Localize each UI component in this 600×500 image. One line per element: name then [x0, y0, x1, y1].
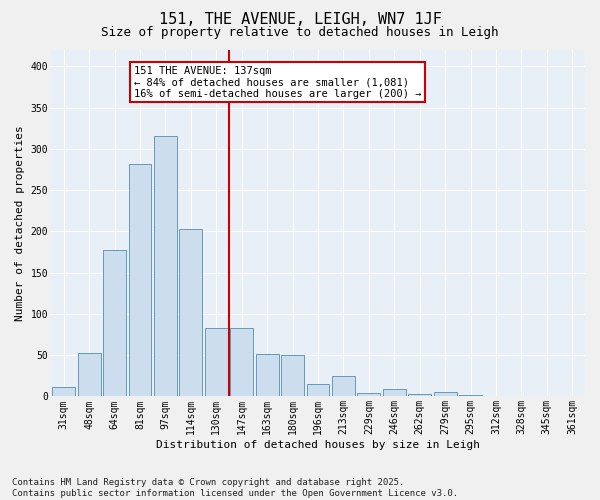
Y-axis label: Number of detached properties: Number of detached properties	[15, 126, 25, 321]
Bar	[154, 136, 177, 396]
Bar	[205, 328, 228, 396]
Text: 151 THE AVENUE: 137sqm
← 84% of detached houses are smaller (1,081)
16% of semi-: 151 THE AVENUE: 137sqm ← 84% of detached…	[134, 66, 421, 99]
X-axis label: Distribution of detached houses by size in Leigh: Distribution of detached houses by size …	[156, 440, 480, 450]
Bar	[230, 328, 253, 396]
Bar	[128, 164, 151, 396]
Bar	[358, 393, 380, 396]
Bar	[103, 250, 126, 396]
Text: Size of property relative to detached houses in Leigh: Size of property relative to detached ho…	[101, 26, 499, 39]
Bar	[459, 395, 482, 396]
Bar	[383, 389, 406, 396]
Text: 151, THE AVENUE, LEIGH, WN7 1JF: 151, THE AVENUE, LEIGH, WN7 1JF	[158, 12, 442, 28]
Bar	[307, 384, 329, 396]
Bar	[256, 354, 278, 397]
Bar	[434, 392, 457, 396]
Bar	[332, 376, 355, 396]
Bar	[52, 386, 75, 396]
Bar	[408, 394, 431, 396]
Bar	[77, 352, 101, 397]
Bar	[281, 355, 304, 397]
Bar	[179, 229, 202, 396]
Text: Contains HM Land Registry data © Crown copyright and database right 2025.
Contai: Contains HM Land Registry data © Crown c…	[12, 478, 458, 498]
